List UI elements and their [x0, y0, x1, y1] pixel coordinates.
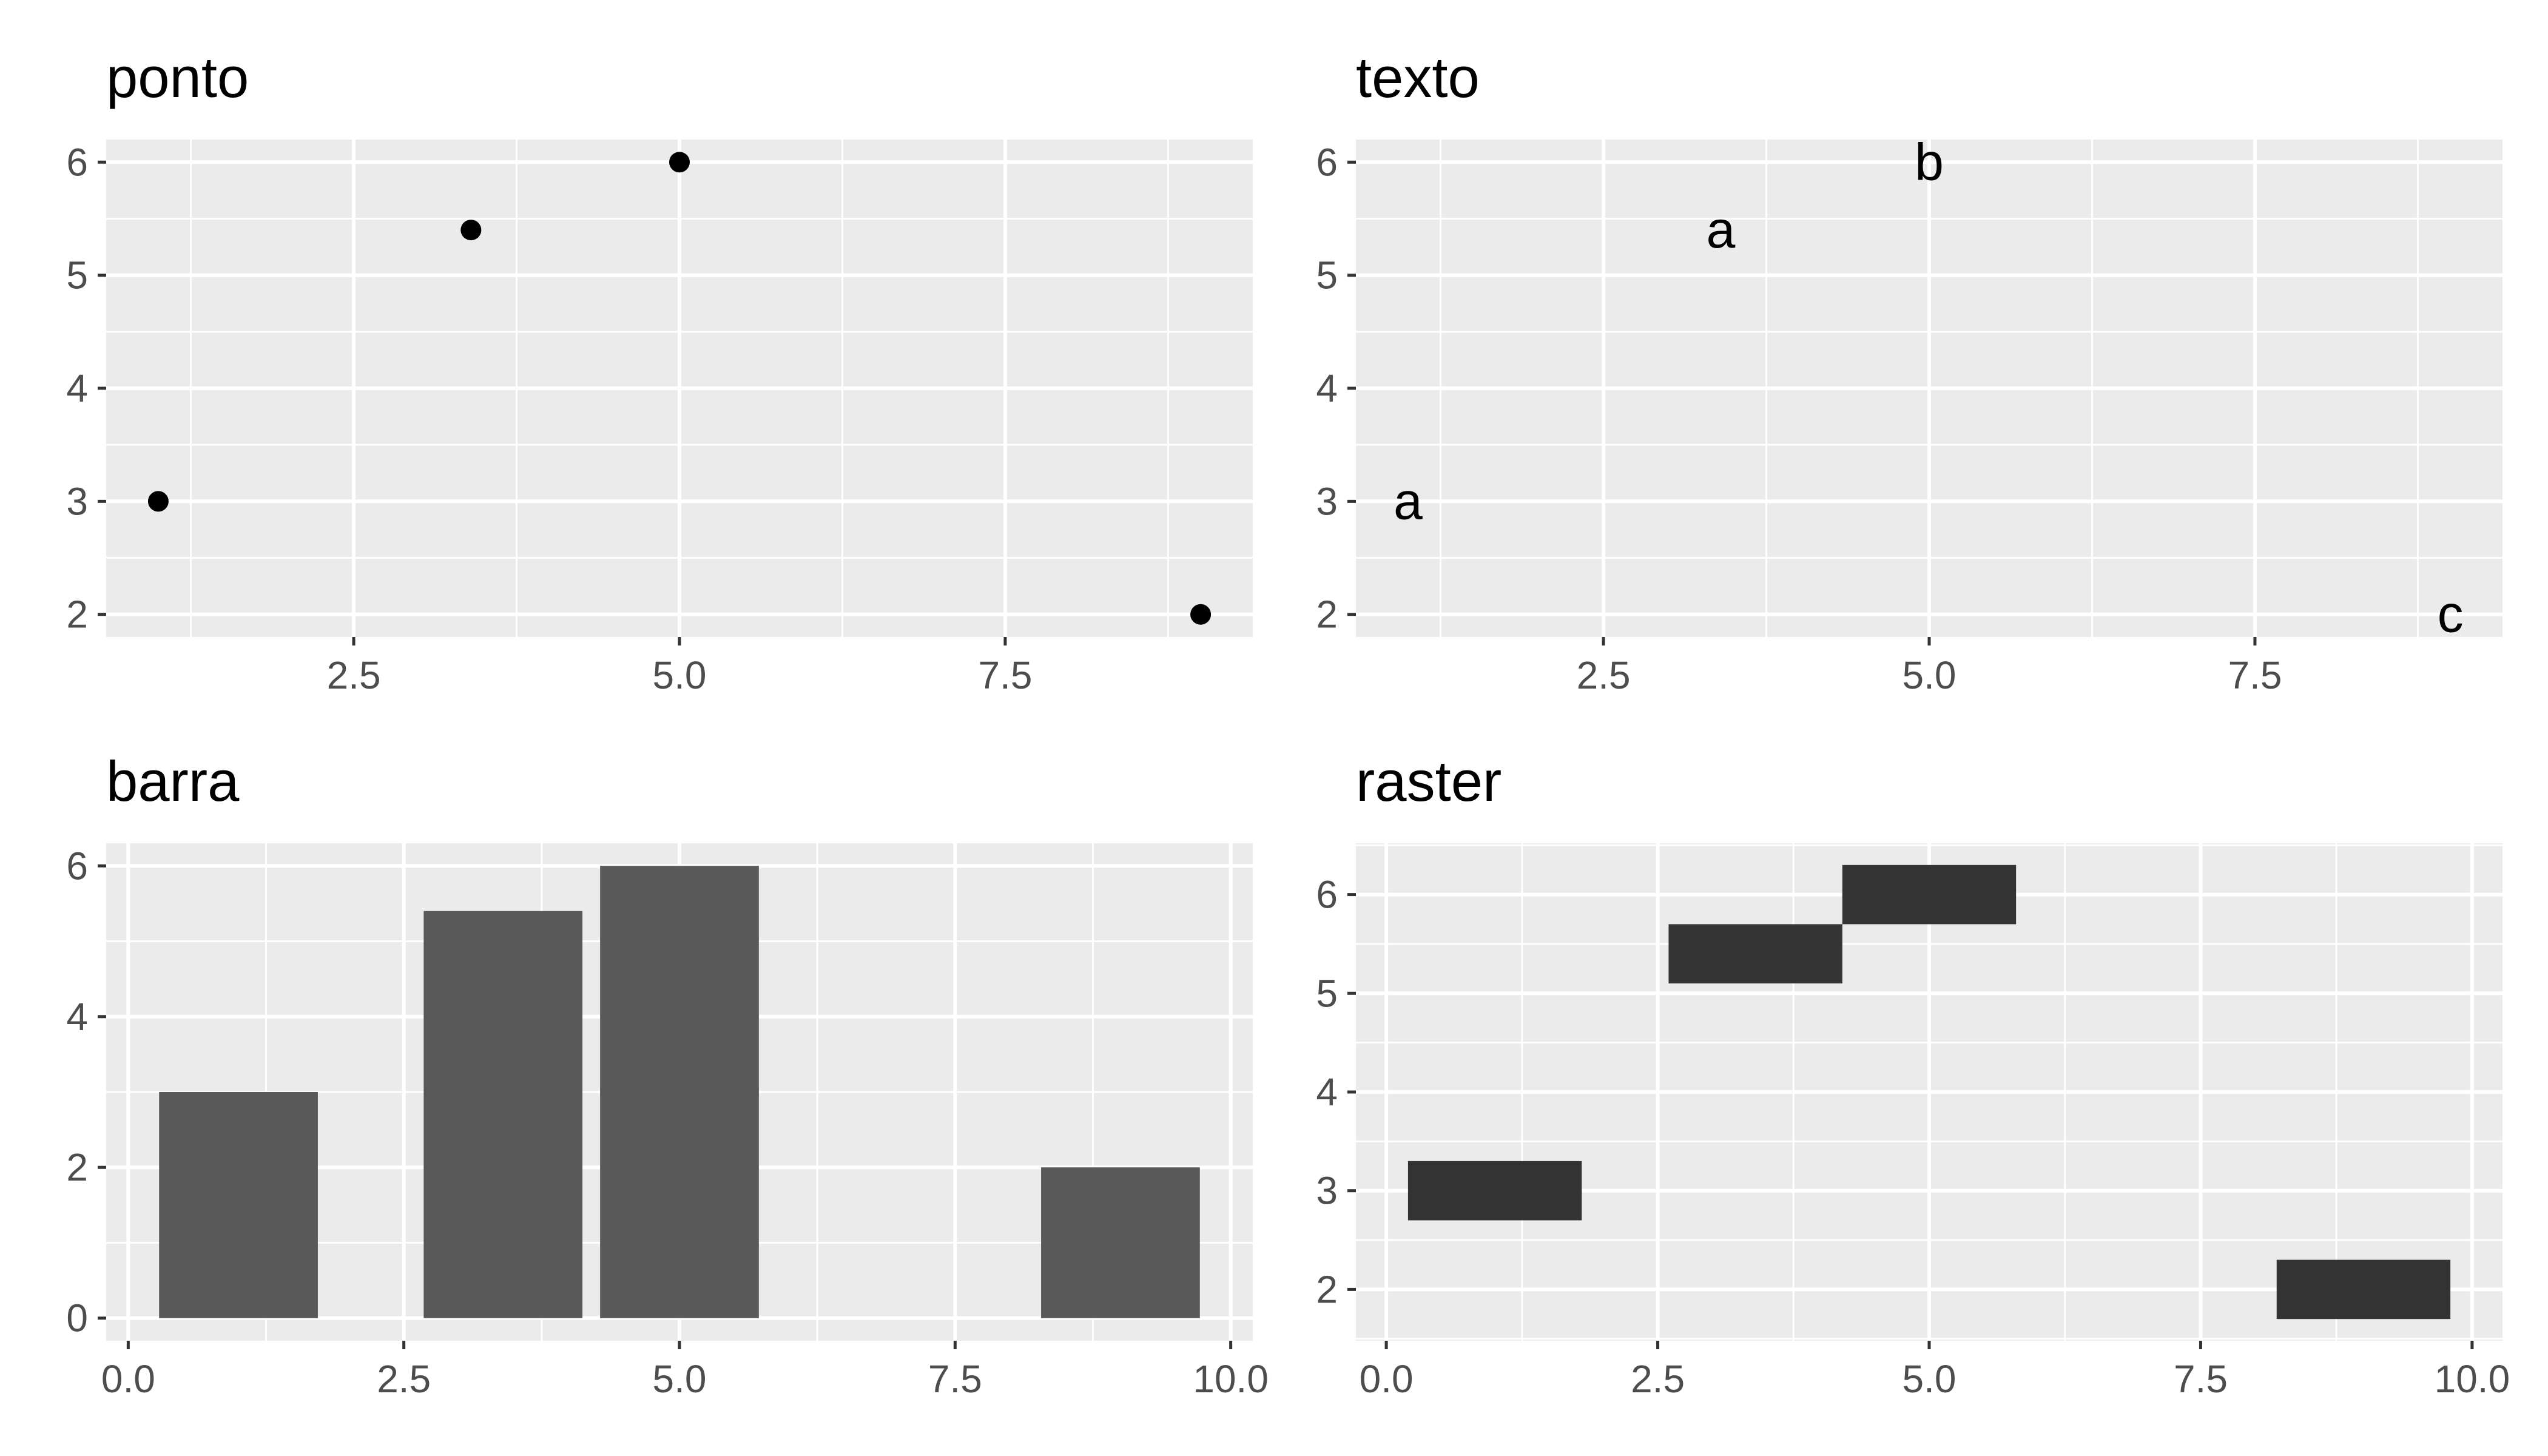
panel-title: ponto	[106, 46, 249, 109]
data-label-a: a	[1394, 472, 1423, 530]
y-tick-label: 4	[1316, 1070, 1338, 1114]
x-tick-label: 7.5	[2174, 1357, 2228, 1401]
x-tick-label: 0.0	[1360, 1357, 1414, 1401]
y-tick-label: 2	[1316, 1267, 1338, 1311]
x-tick-label: 7.5	[928, 1357, 982, 1401]
y-tick-label: 6	[1316, 873, 1338, 917]
x-tick-label: 0.0	[101, 1357, 155, 1401]
plot-area: 0.0 2.5 5.0 7.5 10.0 2 3 4 5 6	[1316, 843, 2510, 1401]
y-tick-label: 2	[66, 593, 88, 636]
y-tick-label: 5	[66, 254, 88, 297]
y-tick-label: 6	[66, 140, 88, 184]
y-tick-label: 3	[1316, 479, 1338, 523]
y-tick-label: 2	[1316, 593, 1338, 636]
bar	[423, 911, 583, 1318]
y-tick-label: 3	[66, 479, 88, 523]
x-tick-label: 7.5	[978, 653, 1032, 697]
panel-texto: texto a a b c 2.5 5.0 7.5 2 3 4 5 6	[1316, 46, 2502, 697]
y-tick-label: 4	[66, 366, 88, 410]
y-tick-label: 6	[66, 844, 88, 888]
x-tick-label: 5.0	[1903, 1357, 1956, 1401]
bar	[159, 1092, 318, 1318]
panel-barra: barra 0.0 2.5 5.0 7.5 10.0 0 2 4 6	[66, 749, 1269, 1401]
panel-title: raster	[1356, 749, 1502, 813]
x-tick-label: 2.5	[327, 653, 381, 697]
raster-tile	[1407, 1161, 1582, 1221]
plot-area: a a b c 2.5 5.0 7.5 2 3 4 5 6	[1316, 133, 2502, 697]
x-tick-label: 7.5	[2228, 653, 2282, 697]
x-tick-label: 5.0	[1903, 653, 1956, 697]
data-point	[460, 220, 482, 241]
raster-tile	[1842, 864, 2017, 925]
x-tick-label: 2.5	[377, 1357, 431, 1401]
panel-title: texto	[1356, 46, 1480, 109]
raster-tile	[2276, 1259, 2451, 1320]
y-tick-label: 6	[1316, 140, 1338, 184]
raster-tile	[1668, 924, 1842, 984]
y-tick-label: 2	[66, 1145, 88, 1189]
x-tick-label: 2.5	[1577, 653, 1631, 697]
y-tick-label: 0	[66, 1296, 88, 1340]
data-label-b: b	[1915, 133, 1944, 191]
bar	[1041, 1167, 1200, 1318]
y-tick-label: 3	[1316, 1169, 1338, 1213]
data-label-c: c	[2438, 585, 2464, 644]
x-tick-label: 10.0	[2435, 1357, 2510, 1401]
data-point	[147, 491, 169, 512]
data-point	[669, 152, 690, 173]
x-tick-label: 5.0	[653, 653, 707, 697]
x-tick-label: 10.0	[1193, 1357, 1269, 1401]
panel-title: barra	[106, 749, 240, 813]
plot-area: 0.0 2.5 5.0 7.5 10.0 0 2 4 6	[66, 843, 1269, 1401]
data-label-a: a	[1706, 201, 1735, 259]
data-point	[1190, 604, 1212, 625]
y-tick-label: 5	[1316, 254, 1338, 297]
x-tick-label: 2.5	[1631, 1357, 1685, 1401]
y-tick-label: 5	[1316, 971, 1338, 1015]
bar	[600, 866, 759, 1318]
x-tick-label: 5.0	[653, 1357, 707, 1401]
y-tick-label: 4	[66, 995, 88, 1039]
y-tick-label: 4	[1316, 366, 1338, 410]
panel-ponto: ponto 2.5 5.0 7.5 2 3 4 5 6	[66, 46, 1253, 697]
plot-area: 2.5 5.0 7.5 2 3 4 5 6	[66, 140, 1253, 697]
panel-raster: raster 0.0 2.5 5.0 7.5 10.0 2 3 4 5 6	[1316, 749, 2510, 1401]
